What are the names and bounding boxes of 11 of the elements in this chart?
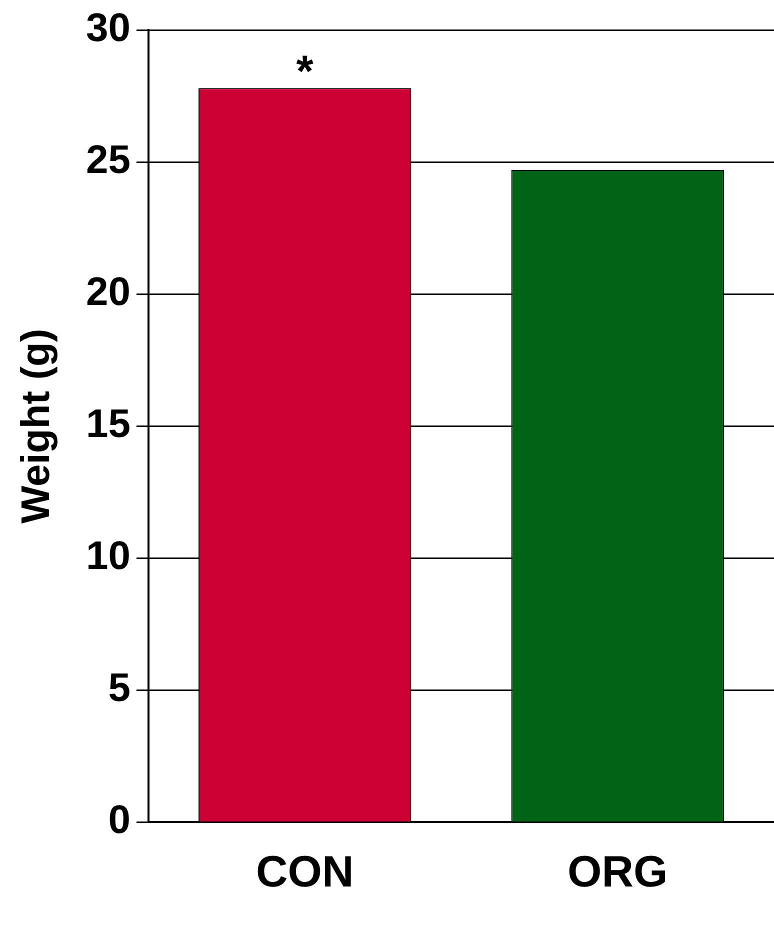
y-tick-label: 0 bbox=[108, 798, 130, 842]
x-tick-label: CON bbox=[256, 848, 354, 897]
y-tick-label: 5 bbox=[108, 666, 130, 710]
y-axis-title: Weight (g) bbox=[14, 328, 58, 524]
y-tick-label: 15 bbox=[86, 402, 130, 446]
annotation: * bbox=[296, 47, 314, 96]
y-tick-label: 10 bbox=[86, 534, 130, 578]
y-tick-label: 25 bbox=[86, 138, 130, 182]
y-tick-label: 30 bbox=[86, 6, 130, 50]
y-tick-label: 20 bbox=[86, 270, 130, 314]
x-tick-label: ORG bbox=[568, 848, 668, 897]
